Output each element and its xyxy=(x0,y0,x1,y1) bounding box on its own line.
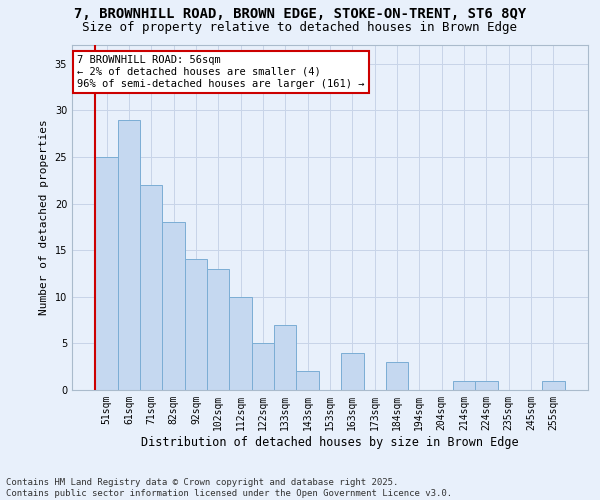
Bar xyxy=(386,362,408,390)
Bar xyxy=(140,185,163,390)
Bar xyxy=(453,380,475,390)
Text: Size of property relative to detached houses in Brown Edge: Size of property relative to detached ho… xyxy=(83,21,517,34)
Y-axis label: Number of detached properties: Number of detached properties xyxy=(39,120,49,316)
Bar xyxy=(542,380,565,390)
Bar xyxy=(95,157,118,390)
Bar xyxy=(252,344,274,390)
Text: 7 BROWNHILL ROAD: 56sqm
← 2% of detached houses are smaller (4)
96% of semi-deta: 7 BROWNHILL ROAD: 56sqm ← 2% of detached… xyxy=(77,56,365,88)
Text: Contains HM Land Registry data © Crown copyright and database right 2025.
Contai: Contains HM Land Registry data © Crown c… xyxy=(6,478,452,498)
Bar xyxy=(341,352,364,390)
Text: 7, BROWNHILL ROAD, BROWN EDGE, STOKE-ON-TRENT, ST6 8QY: 7, BROWNHILL ROAD, BROWN EDGE, STOKE-ON-… xyxy=(74,8,526,22)
Bar xyxy=(163,222,185,390)
X-axis label: Distribution of detached houses by size in Brown Edge: Distribution of detached houses by size … xyxy=(141,436,519,448)
Bar xyxy=(118,120,140,390)
Bar xyxy=(229,297,252,390)
Bar xyxy=(296,372,319,390)
Bar xyxy=(475,380,497,390)
Bar xyxy=(274,324,296,390)
Bar xyxy=(207,269,229,390)
Bar xyxy=(185,260,207,390)
